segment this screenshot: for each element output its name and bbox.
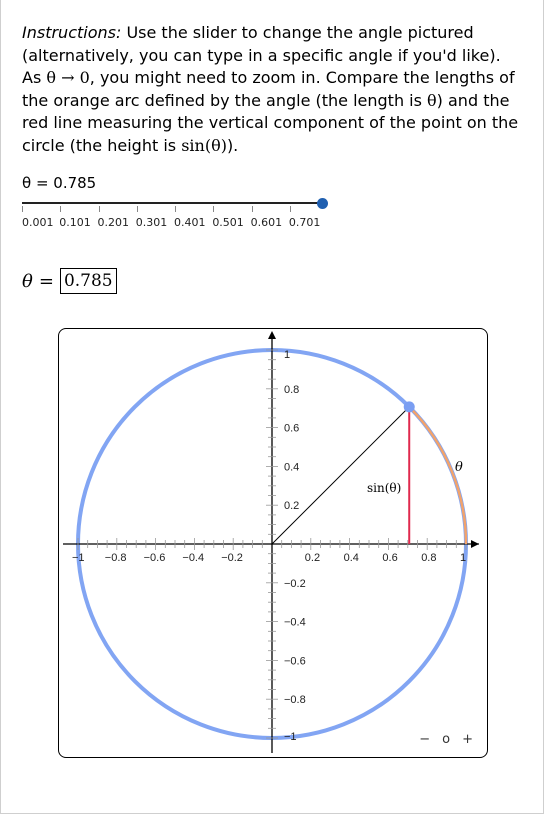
zoom-reset-button[interactable]: o: [442, 732, 451, 747]
x-tick-label: 1: [460, 552, 466, 564]
slider-tick-label: 0.301: [135, 216, 168, 229]
x-tick-label: 0.2: [305, 552, 320, 564]
y-tick-label: 0.2: [284, 500, 299, 512]
slider-tick: [136, 206, 138, 212]
x-tick-label: 0.8: [421, 552, 436, 564]
y-tick-label: −0.2: [284, 578, 306, 590]
slider-readout: θ = 0.785: [22, 174, 97, 192]
slider-tick-label: 0.501: [212, 216, 244, 229]
instructions-math-limit: θ → 0: [46, 68, 90, 87]
slider-tick: [289, 206, 291, 212]
zoom-controls: − o +: [419, 732, 473, 747]
radius-line: [271, 406, 410, 545]
sine-label: sin(θ): [367, 481, 401, 495]
x-tick-label: 0.4: [344, 552, 359, 564]
y-tick-label: 0.4: [284, 461, 299, 473]
unit-circle-graph[interactable]: −1 −0.8 −0.6 −0.4 −0.2 0.2 0.4 0.6 0.8 1 1 0.8 0.6 0.…: [58, 328, 488, 758]
y-axis-arrow: [268, 331, 276, 339]
x-tick-label: 0.6: [382, 552, 397, 564]
slider-track[interactable]: [22, 202, 322, 204]
slider-ticks: [22, 206, 322, 214]
zoom-in-button[interactable]: +: [462, 732, 473, 747]
x-tick-label: −0.6: [144, 552, 166, 564]
slider-tick: [175, 206, 177, 212]
instructions-math-sin: sin(θ): [181, 135, 227, 155]
x-tick-label: −0.8: [105, 552, 127, 564]
slider-tick-label: 0.201: [97, 216, 130, 229]
instructions-part2: , you might need to zoom in. Compare the…: [22, 68, 515, 110]
zoom-out-button[interactable]: −: [419, 732, 431, 747]
x-tick-label: −0.2: [221, 552, 243, 564]
slider-thumb[interactable]: [317, 198, 328, 209]
instructions-part3: ) and the red line measuring the vertica…: [22, 90, 519, 155]
arc-label: θ: [455, 460, 463, 475]
instructions-part4: ).: [226, 135, 239, 155]
slider-tick: [213, 206, 215, 212]
x-tick-label: −1: [72, 552, 85, 564]
theta-slider[interactable]: 0.001 0.101 0.201 0.301 0.401 0.501 0.601 0.701: [22, 196, 332, 236]
y-tick-label: 1: [284, 349, 290, 361]
y-tick-label: −0.8: [284, 694, 306, 706]
circle-point: [403, 401, 415, 413]
y-tick-label: 0.6: [284, 423, 299, 435]
graph-canvas[interactable]: −1 −0.8 −0.6 −0.4 −0.2 0.2 0.4 0.6 0.8 110.80.60.…: [59, 329, 487, 757]
angle-input-equals: =: [38, 270, 54, 292]
slider-tick: [251, 206, 253, 212]
x-tick-label: −0.4: [182, 552, 204, 564]
y-tick-label: −0.4: [284, 617, 306, 629]
y-tick-label: −0.6: [284, 655, 306, 667]
slider-tick-label: 0.001: [22, 216, 54, 229]
y-tick-label: −1: [284, 731, 297, 743]
slider-tick: [98, 206, 100, 212]
angle-input-field[interactable]: 0.785: [59, 268, 117, 294]
x-axis-arrow: [471, 540, 479, 548]
instructions-part1: Use the slider to change the angle pictu…: [22, 23, 501, 87]
y-tick-label: 0.8: [284, 384, 299, 396]
slider-tick-label: 0.701: [288, 216, 321, 229]
slider-tick: [60, 206, 62, 212]
slider-tick-label: 0.401: [174, 216, 206, 229]
slider-tick-label: 0.101: [59, 216, 91, 229]
instructions-math-theta: θ: [427, 90, 437, 110]
slider-tick: [22, 206, 23, 212]
slider-tick-label: 0.601: [250, 216, 283, 229]
angle-input-symbol: θ: [22, 270, 33, 292]
instructions-text: Instructions: Use the slider to change t…: [22, 22, 522, 157]
angle-input-row: θ = 0.785: [22, 268, 117, 294]
instructions-lead: Instructions:: [22, 23, 122, 42]
theta-arc: [408, 405, 468, 545]
